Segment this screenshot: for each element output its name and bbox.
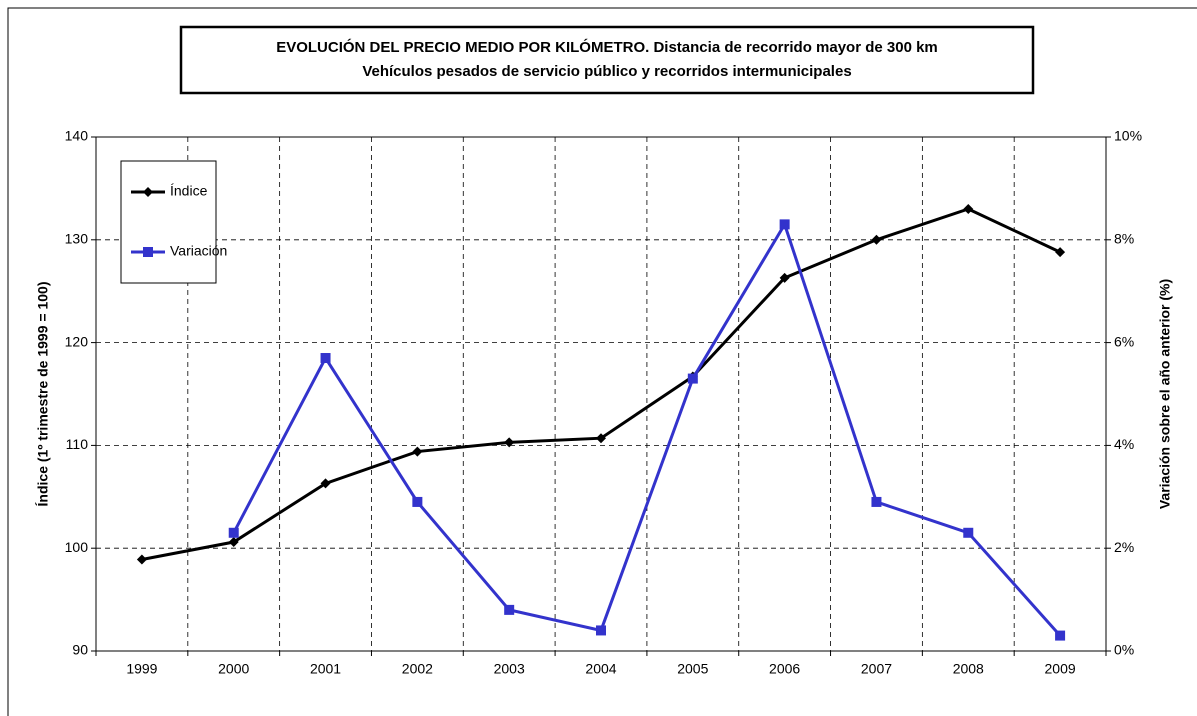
x-tick-label: 2003 [494,661,525,677]
plot-border [95,136,1107,652]
point [871,234,882,245]
point [412,496,423,507]
point [779,272,790,283]
chart-title: EVOLUCIÓN DEL PRECIO MEDIO POR KILÓMETRO… [276,38,938,56]
series-line [232,220,1062,637]
point [504,437,515,448]
x-tick-label: 2008 [953,661,984,677]
y2-tick-label: 4% [1114,436,1134,452]
y-tick-label: 140 [65,128,89,144]
y-tick-label: 110 [66,436,89,452]
point [1055,247,1066,258]
point [228,527,239,538]
point [504,604,515,615]
point [136,554,147,565]
point [963,203,974,214]
y-tick-label: 130 [65,231,89,247]
title-box [179,25,1035,95]
x-tick-label: 2007 [861,661,892,677]
y2-tick-label: 10% [1114,128,1142,144]
point [1055,630,1066,641]
point [228,537,239,548]
point [687,373,698,384]
point [779,219,790,230]
legend-marker [143,247,153,257]
x-tick-label: 2005 [677,661,708,677]
legend-label: Índice [170,183,208,199]
point [596,433,606,444]
x-tick-label: 2009 [1045,661,1076,677]
legend-marker [143,187,153,197]
y2-tick-label: 6% [1114,333,1134,349]
point [963,527,974,538]
x-tick-label: 1999 [126,661,157,677]
legend-label: Variación [170,243,227,259]
y-tick-label: 90 [72,642,88,658]
point [596,625,606,636]
x-tick-label: 2006 [769,661,800,677]
x-tick-label: 2000 [218,661,249,677]
point [320,478,331,489]
chart-subtitle: Vehículos pesados de servicio público y … [362,63,851,80]
y2-axis-title: Variación sobre el año anterior (%) [1157,279,1173,509]
y-tick-label: 100 [65,539,89,555]
y-axis-title: Índice (1º trimestre de 1999 = 100) [35,282,51,507]
point [412,446,423,457]
y-tick-label: 120 [65,333,89,349]
y2-tick-label: 0% [1114,642,1134,658]
x-tick-label: 2002 [402,661,433,677]
point [871,496,882,507]
y2-tick-label: 2% [1114,539,1134,555]
x-tick-label: 2001 [310,661,341,677]
x-tick-label: 2004 [585,661,616,677]
legend-box [120,160,217,284]
plot-area [96,137,1106,651]
y2-tick-label: 8% [1114,231,1134,247]
point [320,353,331,364]
chart-frame [7,7,1197,716]
